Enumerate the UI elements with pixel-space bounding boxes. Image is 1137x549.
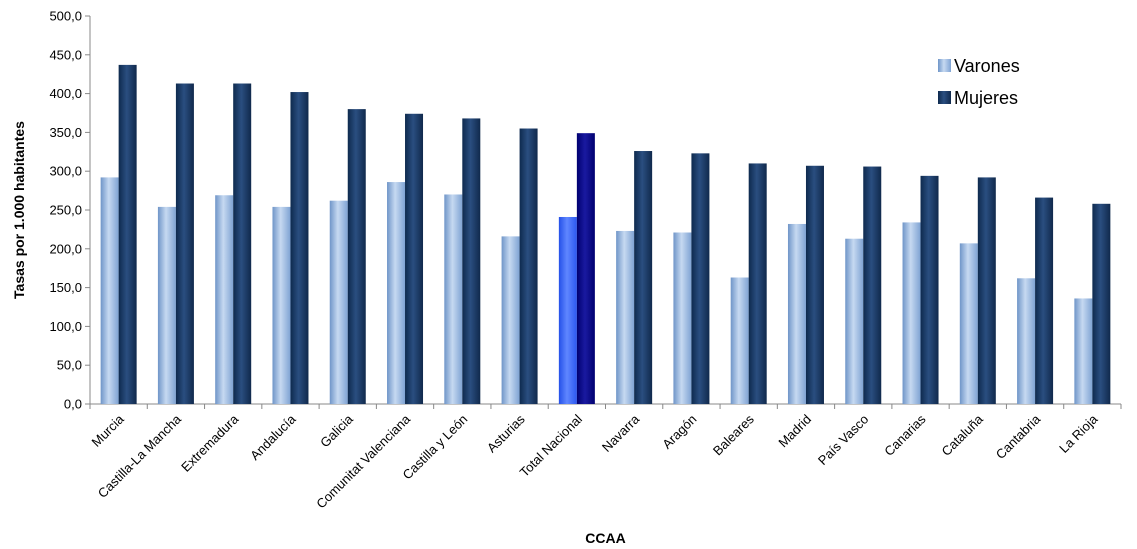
y-axis: 0,0 50,0 100,0 150,0 200,0 250,0 300,0 350,0 400… <box>49 9 91 412</box>
legend: Varones Mujeres <box>938 56 1020 108</box>
bar-varones <box>501 236 520 404</box>
bar-mujeres <box>347 109 366 405</box>
x-category-label: Baleares <box>710 411 757 458</box>
bar-mujeres <box>691 153 710 404</box>
bar-varones <box>215 195 234 404</box>
y-tick-label: 100,0 <box>49 319 82 334</box>
x-category-label: Galicia <box>317 411 356 450</box>
x-category-label: Madrid <box>775 412 814 451</box>
bar-mujeres <box>863 166 882 404</box>
x-axis <box>89 403 1122 409</box>
bar-mujeres <box>175 83 194 405</box>
legend-label-varones: Varones <box>954 56 1020 76</box>
x-axis-title: CCAA <box>585 530 625 546</box>
y-tick-label: 350,0 <box>49 125 82 140</box>
bar-mujeres <box>462 118 481 404</box>
bar-varones <box>157 206 176 404</box>
bar-mujeres <box>118 64 137 404</box>
x-category-label: Andalucía <box>247 411 299 463</box>
bar-varones <box>730 277 749 404</box>
bar-mujeres <box>519 128 538 404</box>
bar-varones <box>673 232 692 404</box>
bar-varones <box>1017 278 1036 404</box>
bar-mujeres <box>977 177 996 404</box>
x-category-label: Cantabria <box>993 411 1044 462</box>
bar-mujeres <box>290 92 309 404</box>
x-category-label: Murcia <box>89 411 128 450</box>
bar-mujeres <box>576 133 595 404</box>
bar-mujeres <box>1092 203 1111 404</box>
bar-varones <box>1074 298 1093 404</box>
y-axis-title: Tasas por 1.000 habitantes <box>11 121 27 299</box>
bar-mujeres <box>748 163 767 404</box>
x-category-label: Aragón <box>659 412 699 452</box>
y-tick-label: 150,0 <box>49 280 82 295</box>
y-tick-label: 450,0 <box>49 47 82 62</box>
x-category-label: Navarra <box>599 411 643 455</box>
y-tick-label: 300,0 <box>49 164 82 179</box>
bar-varones <box>100 177 119 404</box>
bar-varones <box>558 216 577 404</box>
legend-label-mujeres: Mujeres <box>954 88 1018 108</box>
bar-varones <box>902 222 921 404</box>
x-category-label: Canarias <box>881 411 929 459</box>
legend-swatch-varones <box>938 59 951 72</box>
bar-varones <box>387 182 406 404</box>
bar-mujeres <box>920 175 939 404</box>
bar-mujeres <box>634 151 653 404</box>
bars <box>100 64 1111 405</box>
x-category-label: Extremadura <box>178 411 242 475</box>
x-category-label: La Rioja <box>1056 411 1101 456</box>
bar-varones <box>272 206 291 404</box>
bar-varones <box>329 200 348 404</box>
bar-varones <box>959 243 978 404</box>
y-tick-label: 400,0 <box>49 86 82 101</box>
bar-mujeres <box>1035 197 1054 404</box>
bar-varones <box>616 230 635 404</box>
bar-mujeres <box>233 83 252 405</box>
y-tick-label: 250,0 <box>49 203 82 218</box>
x-category-label: País Vasco <box>815 412 871 468</box>
bar-mujeres <box>405 113 424 404</box>
bar-varones <box>444 194 463 404</box>
y-tick-label: 200,0 <box>49 241 82 256</box>
x-category-label: Cataluña <box>939 411 987 459</box>
bar-mujeres <box>805 165 824 404</box>
bar-varones <box>787 223 806 404</box>
legend-swatch-mujeres <box>938 91 951 104</box>
x-category-label: Asturias <box>484 411 528 455</box>
x-category-label: Comunitat Valenciana <box>313 411 413 511</box>
bar-varones <box>845 238 864 404</box>
y-tick-label: 0,0 <box>64 397 82 412</box>
y-tick-label: 50,0 <box>57 358 82 373</box>
y-tick-label: 500,0 <box>49 9 82 24</box>
